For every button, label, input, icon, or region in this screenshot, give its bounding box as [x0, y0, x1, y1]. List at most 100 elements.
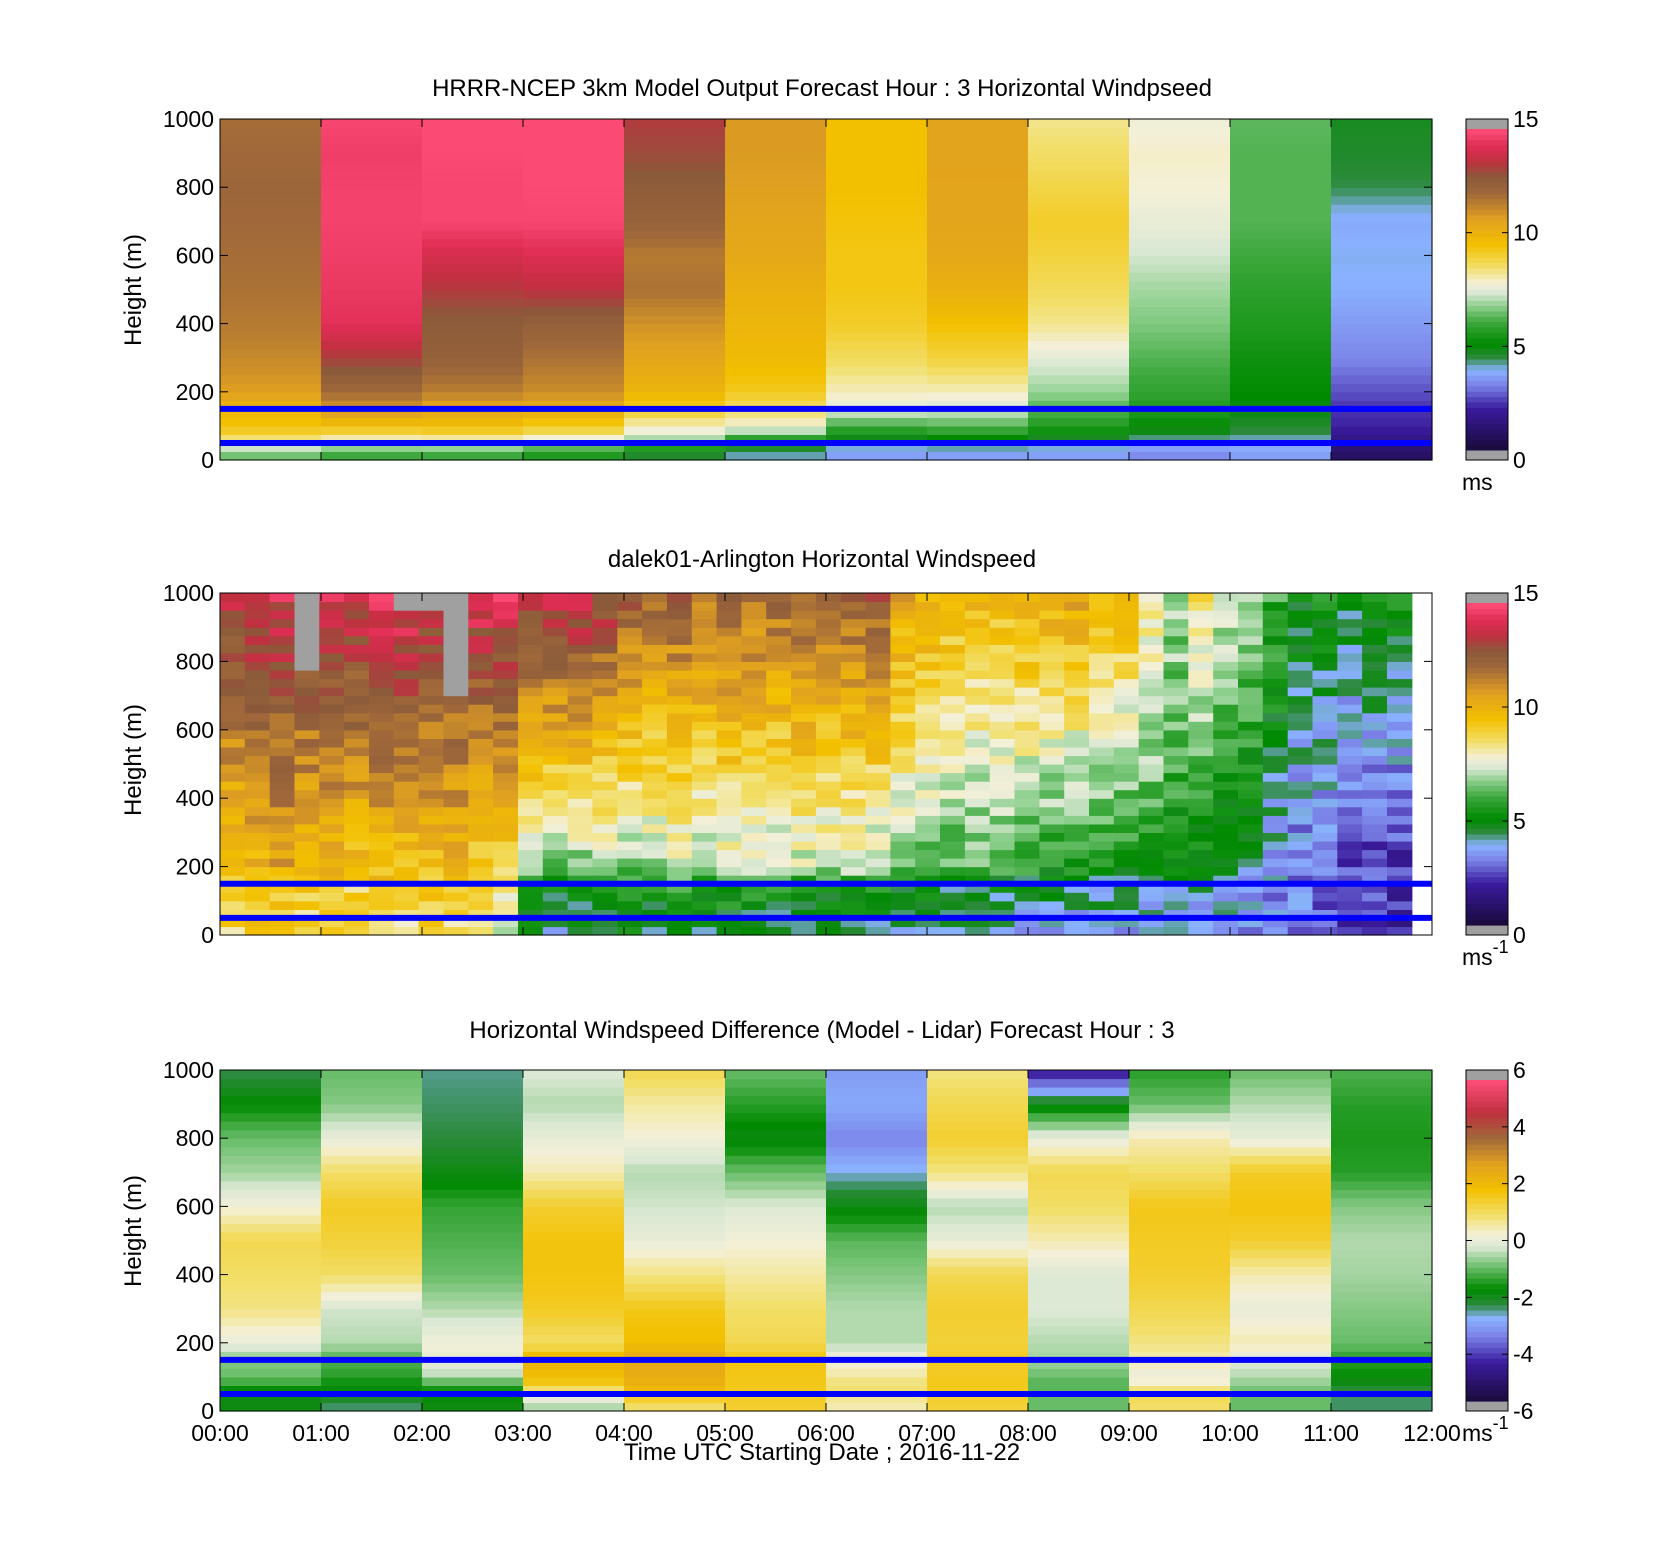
heatmap-cell [840, 823, 867, 833]
heatmap-cell [1387, 772, 1413, 782]
heatmap-cell [220, 289, 322, 299]
colorbar-swatch [1466, 380, 1508, 387]
heatmap-cell [1028, 340, 1130, 350]
heatmap-cell [422, 1317, 524, 1327]
heatmap-cell [269, 670, 296, 680]
heatmap-cell [1064, 670, 1090, 680]
heatmap-cell [1064, 618, 1090, 628]
heatmap-cell [1014, 789, 1040, 799]
heatmap-cell [791, 712, 817, 722]
heatmap-cell [642, 695, 668, 705]
heatmap-cell [989, 883, 1016, 893]
heatmap-cell [1230, 1359, 1332, 1369]
heatmap-cell [321, 1334, 423, 1344]
heatmap-cell [523, 1138, 625, 1148]
heatmap-cell [927, 255, 1029, 265]
heatmap-cell [523, 1087, 625, 1097]
heatmap-cell [865, 652, 891, 662]
heatmap-cell [1262, 755, 1289, 765]
colorbar-swatch [1466, 737, 1508, 744]
heatmap-cell [1163, 652, 1189, 662]
heatmap-cell [915, 815, 941, 825]
heatmap-cell [642, 917, 668, 928]
heatmap-cell [741, 610, 767, 620]
heatmap-cell [493, 635, 519, 645]
heatmap-cell [1230, 127, 1332, 137]
heatmap-cell [422, 221, 524, 231]
heatmap-cell [269, 815, 296, 825]
heatmap-cell [294, 798, 320, 808]
heatmap-cell [624, 1232, 726, 1242]
heatmap-cell [319, 670, 345, 680]
heatmap-cell [890, 704, 916, 714]
heatmap-cell [493, 926, 519, 936]
heatmap-cell [321, 1138, 423, 1148]
heatmap-cell [418, 610, 444, 620]
heatmap-cell [716, 917, 742, 928]
heatmap-cell [741, 823, 767, 833]
heatmap-cell [940, 755, 966, 765]
heatmap-cell [321, 1155, 423, 1165]
heatmap-cell [393, 926, 420, 936]
heatmap-cell [1028, 1325, 1130, 1335]
heatmap-cell [523, 1240, 625, 1250]
heatmap-cell [542, 695, 569, 705]
heatmap-cell [1331, 281, 1433, 291]
heatmap-cell [1039, 652, 1065, 662]
heatmap-cell [1089, 789, 1115, 799]
heatmap-cell [344, 772, 370, 782]
heatmap-cell [1129, 178, 1231, 188]
heatmap-cell [1287, 781, 1314, 791]
heatmap-cell [542, 926, 569, 936]
heatmap-cell [766, 909, 792, 919]
heatmap-cell [741, 721, 767, 731]
heatmap-cell [468, 806, 494, 816]
heatmap-cell [1213, 841, 1239, 851]
heatmap-cell [624, 1104, 726, 1114]
colorbar-tick-label: 0 [1513, 447, 1526, 473]
heatmap-cell [269, 764, 296, 774]
heatmap-cell [666, 883, 693, 893]
heatmap-cell [344, 687, 370, 697]
heatmap-cell [1337, 772, 1363, 782]
heatmap-cell [1262, 849, 1289, 859]
heatmap-cell [1028, 1240, 1130, 1250]
panel-difference: Horizontal Windspeed Difference (Model -… [120, 1017, 1534, 1466]
heatmap-cell [1213, 832, 1239, 842]
heatmap-cell [321, 391, 423, 401]
heatmap-cell [1138, 832, 1165, 842]
heatmap-cell [826, 153, 928, 163]
heatmap-cell [220, 678, 246, 688]
heatmap-cell [468, 926, 494, 936]
heatmap-cell [826, 1146, 928, 1156]
heatmap-cell [523, 1095, 625, 1105]
heatmap-cell [1331, 425, 1433, 435]
heatmap-cell [592, 875, 618, 885]
heatmap-cell [321, 315, 423, 325]
heatmap-cell [826, 1376, 928, 1386]
heatmap-cell [826, 306, 928, 316]
colorbar-swatch [1466, 705, 1508, 711]
heatmap-cell [1331, 1325, 1433, 1335]
colorbar-swatch [1466, 1096, 1508, 1102]
colorbar-swatch [1466, 1176, 1508, 1183]
heatmap-cell [1028, 400, 1130, 410]
heatmap-cell [989, 704, 1016, 714]
colorbar-swatch [1466, 871, 1508, 878]
heatmap-cell [1230, 357, 1332, 367]
heatmap-cell [523, 417, 625, 427]
heatmap-cell [220, 917, 246, 928]
heatmap-cell [468, 721, 494, 731]
colorbar-tick-label: 5 [1513, 333, 1526, 359]
heatmap-cell [443, 926, 469, 936]
heatmap-cell [1014, 601, 1040, 611]
heatmap-cell [815, 687, 842, 697]
heatmap-cell [691, 601, 718, 611]
heatmap-cell [1362, 721, 1388, 731]
heatmap-cell [666, 661, 693, 671]
heatmap-cell [1230, 442, 1332, 452]
heatmap-cell [1230, 204, 1332, 214]
heatmap-cell [642, 618, 668, 628]
heatmap-cell [393, 704, 420, 714]
heatmap-cell [826, 1214, 928, 1224]
